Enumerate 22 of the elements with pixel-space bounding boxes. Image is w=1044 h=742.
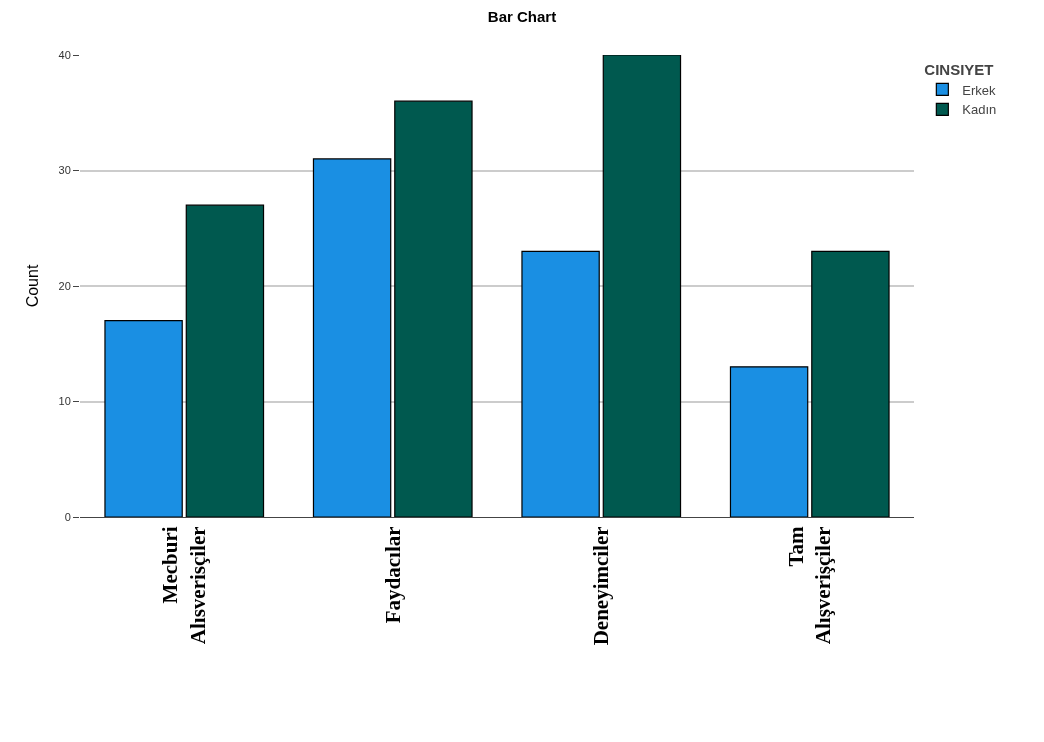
y-tick-label: 0 [64,510,71,523]
bar [729,366,809,517]
bar [104,320,183,517]
bar [312,158,392,517]
bar [521,250,600,517]
bar [811,250,890,517]
bar [394,100,473,517]
legend-title: CINSIYET [924,60,994,78]
x-tick-label: Faydacılar [380,526,405,624]
y-tick-label: 30 [58,164,71,177]
x-tick-label: Mecburi Alısverisçiler [158,526,210,645]
x-tick-label: Tam Alışverişçiler [783,525,836,645]
bar [185,204,265,517]
y-axis-title: Count [24,264,42,308]
legend-label: Erkek [962,82,997,98]
x-tick-label: Deneyimciler [589,526,614,646]
legend-label: Kadın [962,102,997,118]
y-tick-label: 20 [58,279,71,292]
bar [602,55,682,517]
y-tick-label: 10 [58,395,71,408]
chart-title: Bar Chart [487,7,557,25]
y-tick-label: 40 [58,48,71,61]
